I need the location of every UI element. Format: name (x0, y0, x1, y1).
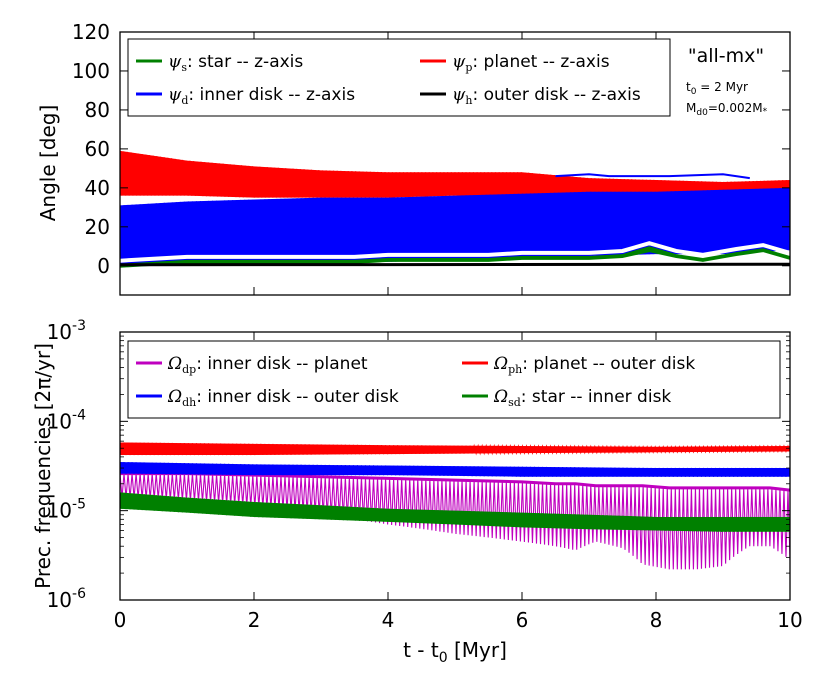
legend-subscript: dh (182, 396, 196, 409)
legend-entry-dh: Ωdh: inner disk -- outer disk (136, 387, 399, 409)
angle-y-axis-label: Angle [deg] (36, 105, 60, 222)
legend-subscript: dp (182, 363, 196, 376)
legend-symbol: ψ (452, 52, 466, 72)
legend-symbol: Ω (167, 354, 182, 374)
angle-y-tick-label: 80 (85, 98, 110, 122)
legend-symbol: ψ (452, 85, 466, 105)
frequency-y-tick-label: 10-5 (47, 497, 86, 523)
mass-annotation: Md0=0.002M* (686, 101, 768, 118)
legend-subscript: d (181, 94, 188, 107)
legend-symbol: Ω (493, 387, 508, 407)
frequency-axes-frame (119, 331, 791, 601)
angle-y-tick-label: 40 (85, 176, 110, 200)
frequency-plot-area (120, 442, 790, 570)
frequency-y-tick-label: 10-6 (47, 586, 87, 612)
legend-symbol: Ω (167, 387, 182, 407)
frequency-x-tick-label: 0 (114, 608, 127, 632)
legend-entry-planet-z: ψp: planet -- z-axis (420, 52, 610, 74)
frequency-x-tick-label: 10 (777, 608, 802, 632)
series-osc-inner-disk-z-axis (120, 187, 790, 265)
legend-subscript: ph (508, 363, 522, 376)
svg-text:Ωdp: inner disk -- planet: Ωdp: inner disk -- planet (167, 354, 368, 376)
series-peaks-inner-disk-z-axis (555, 173, 750, 180)
angle-y-tick-label: 120 (72, 20, 110, 44)
frequency-y-tick-label: 10-4 (47, 407, 87, 433)
frequency-panel: 0 2 4 6 8 10 10-6 10-5 10-4 10-3 Prec. frequencie… (31, 318, 803, 666)
legend-symbol: ψ (168, 52, 182, 72)
angle-axis-ticks: 0 20 40 60 80 100 120 (72, 20, 791, 295)
series-osc-planet-z-axis (120, 150, 790, 198)
angle-axes-frame (119, 31, 791, 296)
legend-entry-star-z: ψs: star -- z-axis (136, 52, 303, 74)
angle-legend-box (127, 38, 671, 117)
svg-text:ψh: outer disk -- z-axis: ψh: outer disk -- z-axis (452, 85, 641, 107)
legend-label: : inner disk -- planet (196, 354, 368, 374)
angle-y-tick-label: 100 (72, 59, 110, 83)
series-osc-inner-disk-outer-disk (120, 461, 790, 477)
angle-plot-area (120, 150, 790, 268)
svg-text:Ωsd: star -- inner disk: Ωsd: star -- inner disk (493, 387, 671, 409)
legend-label: : star -- inner disk (521, 387, 672, 407)
frequency-x-tick-label: 8 (650, 608, 663, 632)
svg-text:Ωph: planet -- outer disk: Ωph: planet -- outer disk (493, 354, 695, 376)
legend-entry-outer-disk-z: ψh: outer disk -- z-axis (420, 85, 641, 107)
legend-label: : star -- z-axis (187, 52, 303, 72)
legend-label: : planet -- z-axis (472, 52, 609, 72)
angle-y-tick-label: 20 (85, 215, 110, 239)
legend-entry-dp: Ωdp: inner disk -- planet (136, 354, 368, 376)
svg-text:ψp: planet -- z-axis: ψp: planet -- z-axis (452, 52, 610, 74)
legend-entry-sd: Ωsd: star -- inner disk (462, 387, 671, 409)
frequency-y-axis-label: Prec. frequencies [2π/yr] (31, 343, 55, 589)
series-line-outer-disk-z-axis (120, 262, 790, 267)
series-top-inner-disk-planet (120, 472, 790, 492)
time-x-axis-label: t - t0 [Myr] (403, 638, 507, 666)
frequency-x-tick-label: 2 (248, 608, 261, 632)
legend-label: : outer disk -- z-axis (472, 85, 640, 105)
legend-symbol: ψ (168, 85, 182, 105)
legend-subscript: sd (508, 396, 521, 409)
angle-y-tick-label: 60 (85, 137, 110, 161)
legend-label: : inner disk -- z-axis (188, 85, 355, 105)
angle-y-tick-label: 0 (97, 254, 110, 278)
star-band-gap (120, 241, 790, 263)
legend-subscript: p (465, 61, 472, 74)
series-osc-planet-outer-disk (120, 442, 790, 456)
frequency-legend: Ωdp: inner disk -- planet Ωph: planet --… (127, 340, 781, 419)
frequency-x-tick-label: 4 (382, 608, 395, 632)
legend-entry-ph: Ωph: planet -- outer disk (462, 354, 695, 376)
t0-annotation: t0 = 2 Myr (686, 80, 748, 97)
legend-symbol: Ω (493, 354, 508, 374)
frequency-y-tick-label: 10-3 (47, 318, 86, 344)
model-name: "all-mx" (688, 45, 764, 67)
series-osc-star-inner-disk (120, 492, 790, 532)
legend-subscript: s (181, 61, 187, 74)
angle-legend: ψs: star -- z-axis ψp: planet -- z-axis … (127, 38, 671, 117)
legend-subscript: h (465, 94, 472, 107)
series-band-star-z-axis (120, 246, 790, 268)
frequency-legend-box (127, 340, 781, 419)
model-annotation: "all-mx" t0 = 2 Myr Md0=0.002M* (686, 45, 768, 118)
svg-text:Ωdh: inner disk -- outer disk: Ωdh: inner disk -- outer disk (167, 387, 399, 409)
legend-entry-inner-disk-z: ψd: inner disk -- z-axis (136, 85, 355, 107)
svg-text:ψs: star -- z-axis: ψs: star -- z-axis (168, 52, 303, 74)
svg-text:ψd: inner disk -- z-axis: ψd: inner disk -- z-axis (168, 85, 355, 107)
legend-label: : inner disk -- outer disk (196, 387, 399, 407)
legend-label: : planet -- outer disk (522, 354, 695, 374)
frequency-axis-ticks: 0 2 4 6 8 10 10-6 10-5 10-4 10-3 (47, 318, 803, 632)
frequency-x-tick-label: 6 (516, 608, 529, 632)
